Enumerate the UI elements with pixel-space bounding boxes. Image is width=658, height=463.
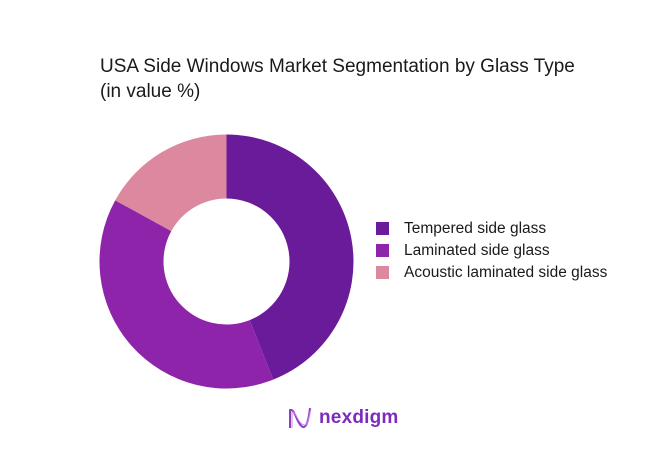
legend-swatch [376,244,389,257]
legend-swatch [376,266,389,279]
donut-slice-laminated-side-glass [99,200,274,389]
legend-label: Laminated side glass [404,242,550,259]
chart-title: USA Side Windows Market Segmentation by … [100,54,640,104]
legend-label: Tempered side glass [404,220,547,237]
legend-item-acoustic: Acoustic laminated side glass [376,262,624,284]
donut-slice-acoustic-laminated-side-glass [115,134,227,232]
legend-item-tempered: Tempered side glass [376,218,624,240]
nexdigm-logo: nexdigm [287,405,399,431]
donut-slice-tempered-side-glass [226,134,354,380]
legend-label: Acoustic laminated side glass [404,264,608,281]
legend-item-laminated: Laminated side glass [376,240,624,262]
chart-subtitle: (in value %) [100,81,201,102]
chart-title-main: USA Side Windows Market Segmentation by … [100,56,575,77]
nexdigm-wave-icon [289,407,312,428]
logo-text: nexdigm [319,407,399,428]
legend-swatch [376,222,389,235]
legend: Tempered side glass Laminated side glass… [376,218,624,284]
